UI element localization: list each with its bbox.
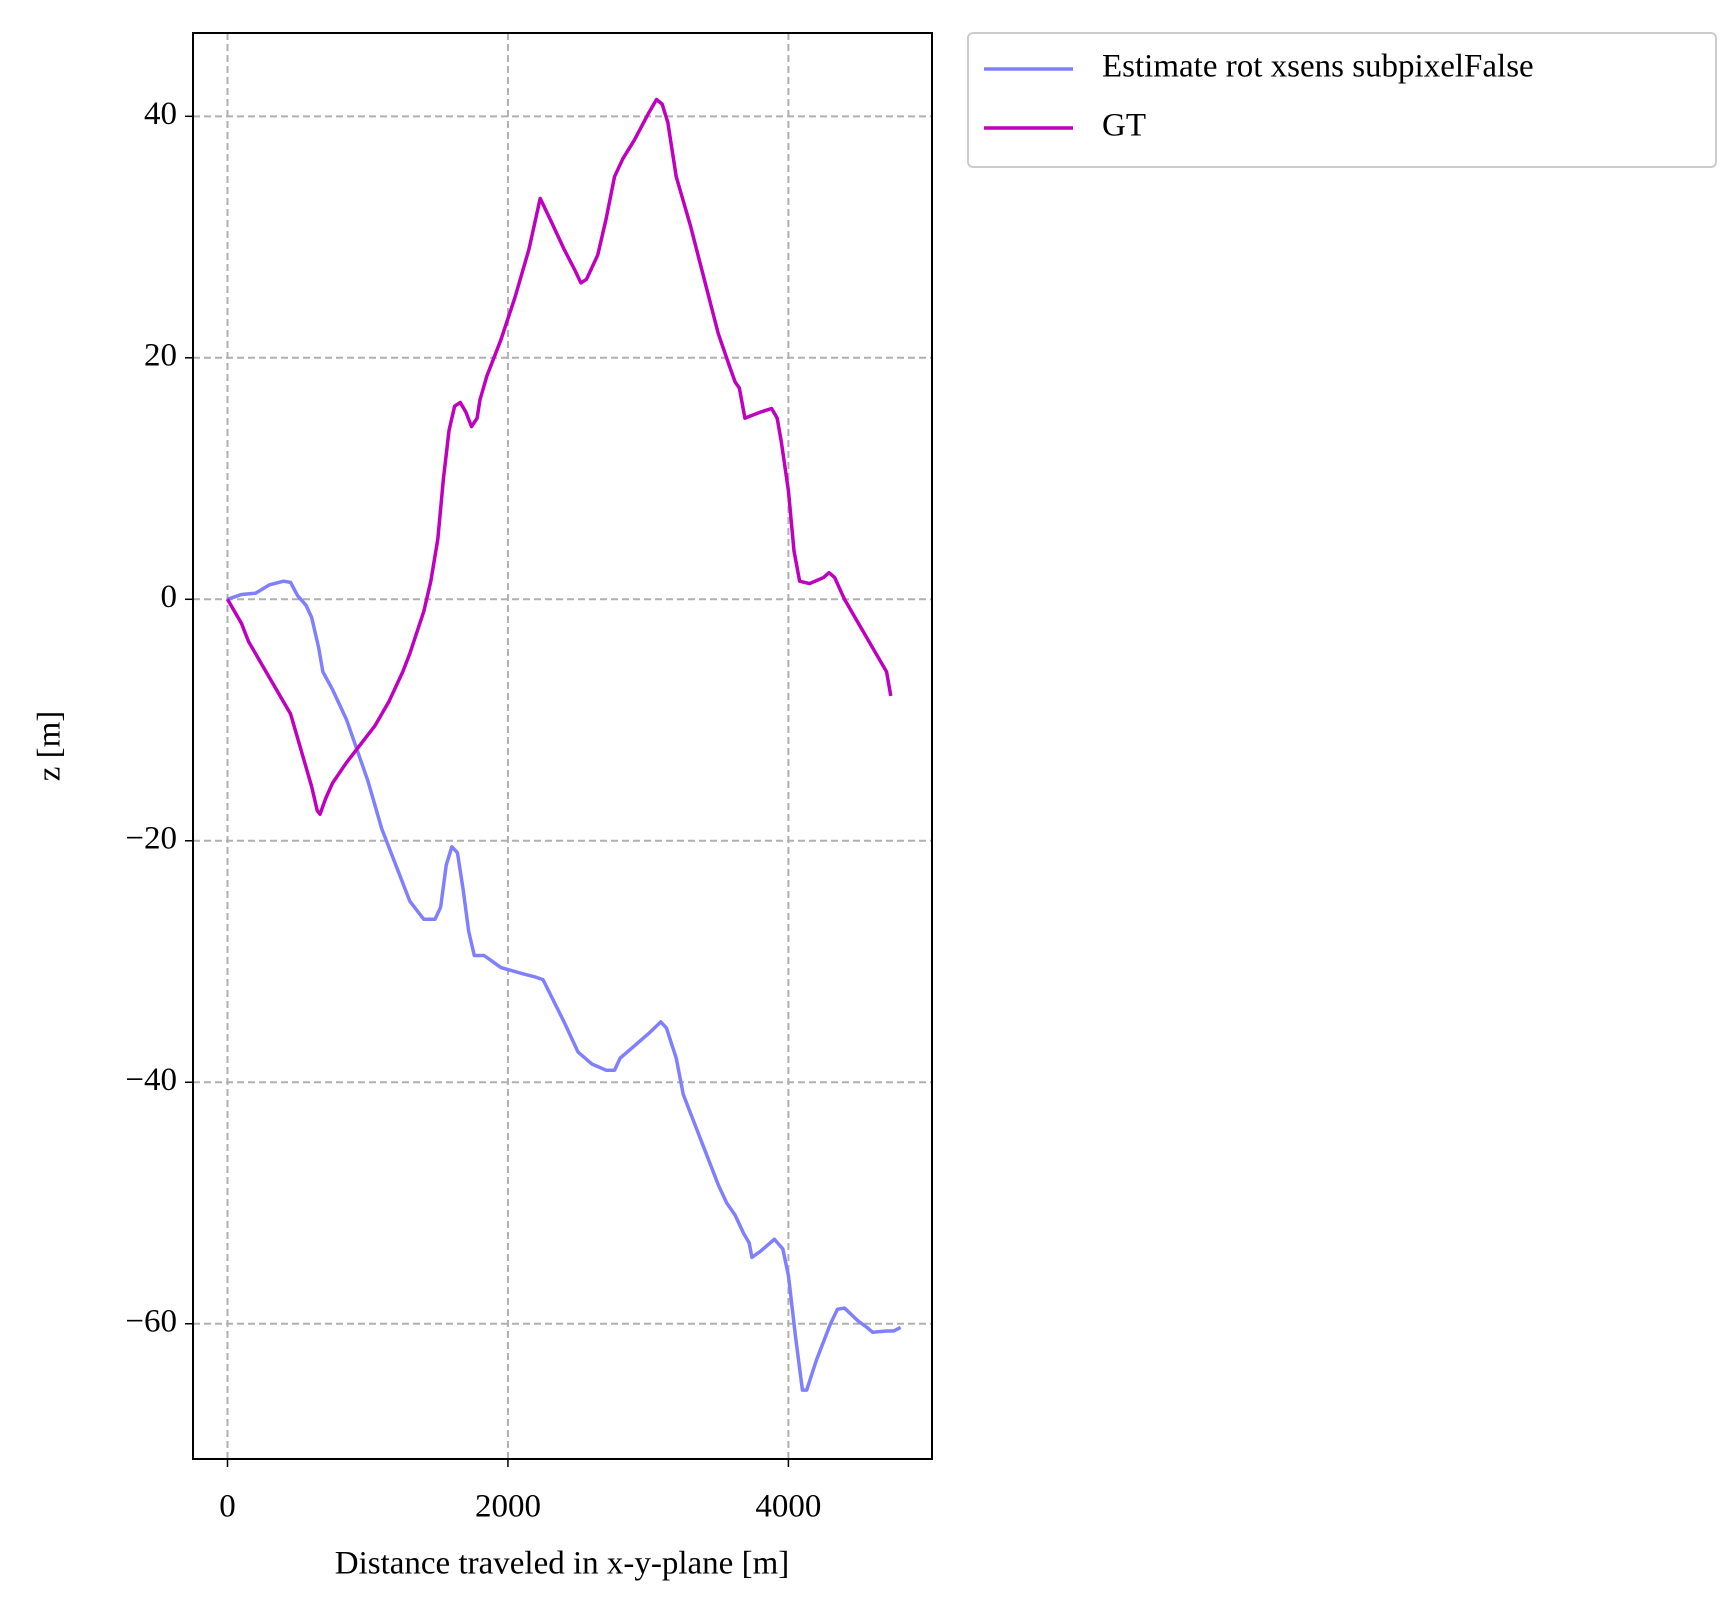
x-tick-label: 0 <box>219 1489 236 1525</box>
y-tick-label: −40 <box>125 1062 177 1098</box>
legend-label: Estimate rot xsens subpixelFalse <box>1102 49 1534 85</box>
plot-frame <box>192 32 933 1460</box>
y-axis-label: z [m] <box>32 711 68 782</box>
x-tick-label: 4000 <box>755 1489 821 1525</box>
line-series <box>226 579 902 1392</box>
y-tick-label: 0 <box>161 579 178 615</box>
y-tick-label: −20 <box>125 820 177 856</box>
line-series <box>225 97 893 816</box>
x-tick-label: 2000 <box>475 1489 541 1525</box>
y-tick-label: 20 <box>144 337 177 373</box>
legend-box <box>967 32 1717 168</box>
x-axis-label: Distance traveled in x-y-plane [m] <box>335 1546 789 1582</box>
y-tick-label: 40 <box>144 96 177 132</box>
legend-label: GT <box>1102 108 1146 144</box>
y-tick-label: −60 <box>125 1303 177 1339</box>
